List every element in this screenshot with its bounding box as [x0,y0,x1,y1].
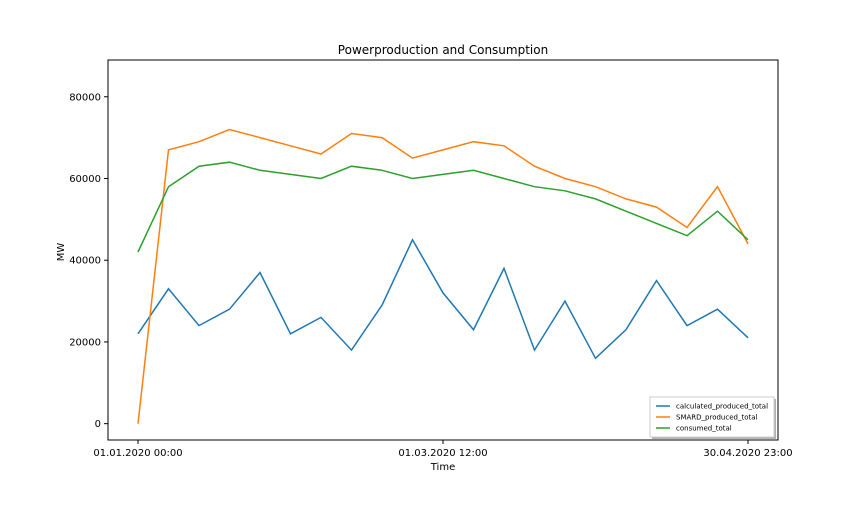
x-tick-label: 30.04.2020 23:00 [703,448,792,459]
legend-label: consumed_total [676,425,732,433]
series-line-SMARD_produced_total [137,128,749,424]
plot-area [107,59,779,441]
y-axis: 0 20000 40000 60000 80000 [69,92,108,430]
series-line-consumed_total [137,161,749,253]
y-axis-label: MW [56,243,67,262]
y-tick-label: 20000 [69,337,101,348]
y-tick-label: 0 [95,419,101,430]
y-tick-label: 40000 [69,256,101,267]
series-line-calculated_produced_total [137,238,749,360]
legend-label: SMARD_produced_total [676,414,758,422]
legend: calculated_produced_total SMARD_produced_… [649,396,776,439]
y-tick-label: 60000 [69,174,101,185]
x-tick-label: 01.01.2020 00:00 [93,448,182,459]
x-axis-label: Time [430,462,455,473]
x-axis: 01.01.2020 00:00 01.03.2020 12:00 30.04.20… [93,440,793,459]
series-layer [137,128,749,424]
legend-label: calculated_produced_total [676,403,768,411]
y-tick-label: 80000 [69,92,101,103]
chart-title: Powerproduction and Consumption [338,43,548,57]
x-tick-label: 01.03.2020 12:00 [398,448,487,459]
legend-box [649,396,775,438]
